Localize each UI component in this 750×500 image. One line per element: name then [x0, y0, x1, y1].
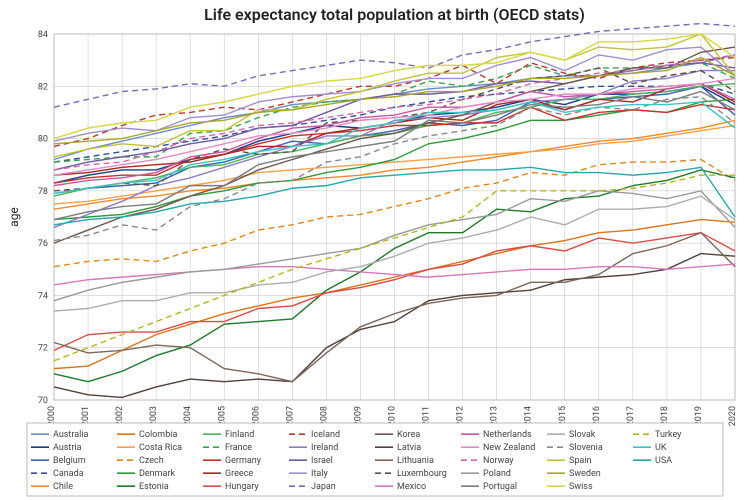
legend-label: Sweden: [569, 469, 601, 479]
y-tick-label: 76: [38, 239, 48, 249]
legend-label: Denmark: [139, 469, 175, 479]
y-tick-label: 72: [38, 344, 48, 354]
legend-label: Spain: [569, 456, 591, 466]
legend-label: Germany: [225, 456, 262, 466]
legend-label: Turkey: [655, 430, 682, 440]
legend-label: Portugal: [483, 482, 517, 492]
legend-label: Slovenia: [569, 443, 603, 453]
legend-label: USA: [655, 456, 672, 466]
legend-label: Finland: [225, 430, 254, 440]
legend-label: Hungary: [225, 482, 259, 492]
legend-label: Czech: [139, 456, 164, 466]
legend-label: Canada: [53, 469, 84, 479]
legend-label: France: [225, 443, 252, 453]
y-tick-label: 80: [38, 135, 48, 145]
y-tick-label: 74: [38, 291, 48, 301]
chart-title: Life expectancy total population at birt…: [204, 5, 585, 24]
legend-label: Israel: [311, 456, 333, 466]
life-expectancy-chart: 7072747678808284200020012002200320042005…: [0, 0, 750, 500]
x-tick-label: 2020: [728, 406, 738, 426]
y-tick-label: 84: [38, 30, 48, 40]
legend-label: Austria: [53, 443, 82, 453]
legend-label: Mexico: [397, 482, 426, 492]
legend-label: Ireland: [311, 443, 338, 453]
legend-label: Italy: [311, 469, 328, 479]
legend-label: Belgium: [53, 456, 86, 466]
legend-label: Norway: [483, 456, 514, 466]
legend-label: Chile: [53, 482, 73, 492]
legend-label: Japan: [311, 482, 336, 492]
legend-label: Colombia: [139, 430, 177, 440]
legend-label: Netherlands: [483, 430, 532, 440]
legend-label: Lithuania: [397, 456, 434, 466]
y-tick-label: 70: [38, 396, 48, 406]
legend-label: Poland: [483, 469, 511, 479]
legend-label: Latvia: [397, 443, 421, 453]
legend: Australia Austria Belgium Canada Chile Colomb…: [27, 423, 723, 496]
legend-label: Costa Rica: [139, 443, 182, 453]
y-tick-label: 82: [38, 82, 48, 92]
legend-label: Iceland: [311, 430, 340, 440]
legend-label: Greece: [225, 469, 253, 479]
legend-label: Australia: [53, 430, 89, 440]
legend-label: Slovak: [569, 430, 596, 440]
legend-label: Estonia: [139, 482, 169, 492]
legend-label: UK: [655, 443, 667, 453]
legend-label: New Zealand: [483, 443, 535, 453]
legend-label: Swiss: [569, 482, 593, 492]
legend-label: Luxembourg: [397, 469, 447, 479]
y-axis-label: age: [7, 207, 21, 227]
y-tick-label: 78: [38, 187, 48, 197]
legend-label: Korea: [397, 430, 420, 440]
